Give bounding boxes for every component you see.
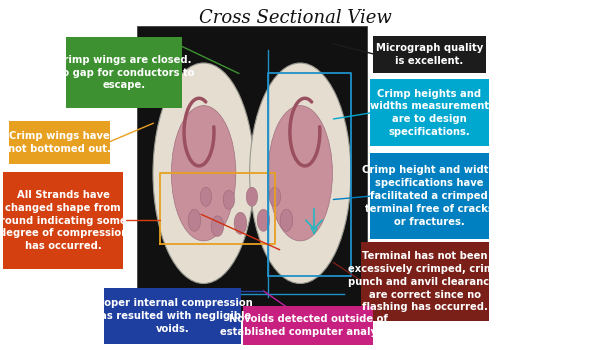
FancyBboxPatch shape — [243, 306, 373, 345]
FancyBboxPatch shape — [137, 26, 367, 320]
FancyBboxPatch shape — [370, 79, 489, 146]
Text: All Strands have
changed shape from
round indicating some
degree of compression
: All Strands have changed shape from roun… — [0, 190, 128, 251]
Ellipse shape — [246, 187, 258, 206]
Text: Cross Sectional View: Cross Sectional View — [199, 9, 391, 27]
Ellipse shape — [234, 212, 247, 234]
Ellipse shape — [200, 187, 212, 206]
FancyBboxPatch shape — [104, 288, 241, 344]
Ellipse shape — [269, 187, 281, 206]
Ellipse shape — [257, 209, 270, 231]
Text: Crimp wings have
not bottomed out.: Crimp wings have not bottomed out. — [8, 131, 111, 154]
FancyBboxPatch shape — [3, 172, 123, 269]
FancyBboxPatch shape — [373, 36, 486, 73]
Ellipse shape — [223, 190, 235, 209]
Text: Novoids detected outside of
established computer analysis.: Novoids detected outside of established … — [220, 314, 396, 337]
Ellipse shape — [153, 63, 254, 284]
Ellipse shape — [211, 216, 224, 237]
Ellipse shape — [280, 209, 293, 231]
FancyBboxPatch shape — [361, 242, 489, 321]
Ellipse shape — [268, 106, 333, 241]
Ellipse shape — [188, 209, 201, 231]
Text: Micrograph quality
is excellent.: Micrograph quality is excellent. — [376, 43, 483, 66]
FancyBboxPatch shape — [9, 121, 110, 164]
Text: Proper internal compression
has resulted with negligible
voids.: Proper internal compression has resulted… — [92, 298, 253, 334]
Text: Crimp wings are closed.
No gap for conductors to
escape.: Crimp wings are closed. No gap for condu… — [54, 55, 194, 90]
Ellipse shape — [171, 106, 236, 241]
FancyBboxPatch shape — [370, 153, 489, 239]
Text: Terminal has not been
excessively crimped, crimp
punch and anvil clearances
are : Terminal has not been excessively crimpe… — [348, 251, 502, 312]
Ellipse shape — [250, 63, 351, 284]
Text: Crimp height and width
specifications have
facilitated a crimped
terminal free o: Crimp height and width specifications ha… — [362, 166, 496, 226]
Text: Crimp heights and
widths measurement
are to design
specifications.: Crimp heights and widths measurement are… — [370, 89, 489, 137]
FancyBboxPatch shape — [66, 37, 182, 108]
